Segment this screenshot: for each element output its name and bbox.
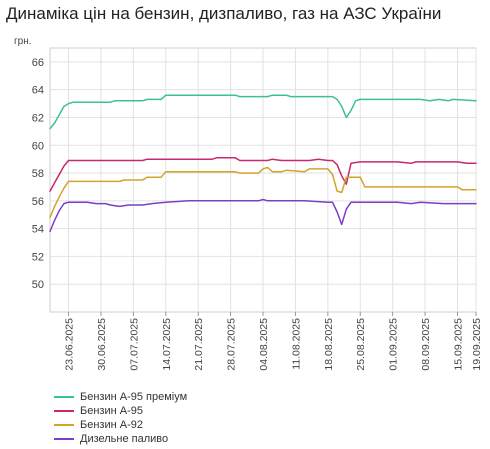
y-tick-label: 56	[32, 196, 44, 208]
legend-label: Дизельне паливо	[80, 433, 169, 445]
series-line-3	[49, 166, 477, 219]
x-tick-label: 18.08.2025	[323, 318, 335, 371]
legend-item[interactable]: Бензин А-95	[54, 404, 187, 418]
x-tick-label: 28.07.2025	[226, 318, 238, 371]
x-tick-label: 25.08.2025	[355, 318, 367, 371]
legend-swatch	[54, 410, 74, 412]
y-tick-label: 64	[32, 85, 44, 97]
legend-item[interactable]: Бензин А-95 преміум	[54, 390, 187, 404]
series-line-4	[49, 198, 477, 233]
y-tick-label: 60	[32, 140, 44, 152]
y-tick-label: 62	[32, 112, 44, 124]
series-line-2	[49, 157, 477, 192]
y-axis-label: грн.	[14, 36, 32, 47]
legend-item[interactable]: Дизельне паливо	[54, 432, 187, 446]
legend-swatch	[54, 396, 74, 398]
x-tick-label: 07.07.2025	[128, 318, 140, 371]
x-tick-label: 21.07.2025	[193, 318, 205, 371]
x-tick-label: 14.07.2025	[161, 318, 173, 371]
y-tick-label: 58	[32, 168, 44, 180]
legend-item[interactable]: Бензин А-92	[54, 418, 187, 432]
x-tick-label: 19.09.2025	[471, 318, 483, 371]
series-line-1	[49, 94, 477, 130]
x-tick-label: 15.09.2025	[452, 318, 464, 371]
x-tick-label: 04.08.2025	[258, 318, 270, 371]
chart-title: Динаміка цін на бензин, дизпаливо, газ н…	[6, 4, 442, 23]
legend-swatch	[54, 424, 74, 426]
x-tick-label: 30.06.2025	[96, 318, 108, 371]
x-tick-label: 23.06.2025	[64, 318, 76, 371]
legend-label: Бензин А-92	[80, 419, 143, 431]
chart-legend: Бензин А-95 преміум Бензин А-95 Бензин А-9…	[54, 390, 187, 446]
legend-label: Бензин А-95	[80, 405, 143, 417]
y-tick-label: 66	[32, 57, 44, 69]
x-tick-label: 01.09.2025	[388, 318, 400, 371]
x-tick-label: 08.09.2025	[420, 318, 432, 371]
x-tick-label: 11.08.2025	[290, 318, 302, 370]
y-tick-label: 50	[32, 279, 44, 291]
y-tick-label: 54	[32, 224, 44, 236]
legend-swatch	[54, 438, 74, 440]
legend-label: Бензин А-95 преміум	[80, 391, 188, 403]
y-tick-label: 52	[32, 251, 44, 263]
